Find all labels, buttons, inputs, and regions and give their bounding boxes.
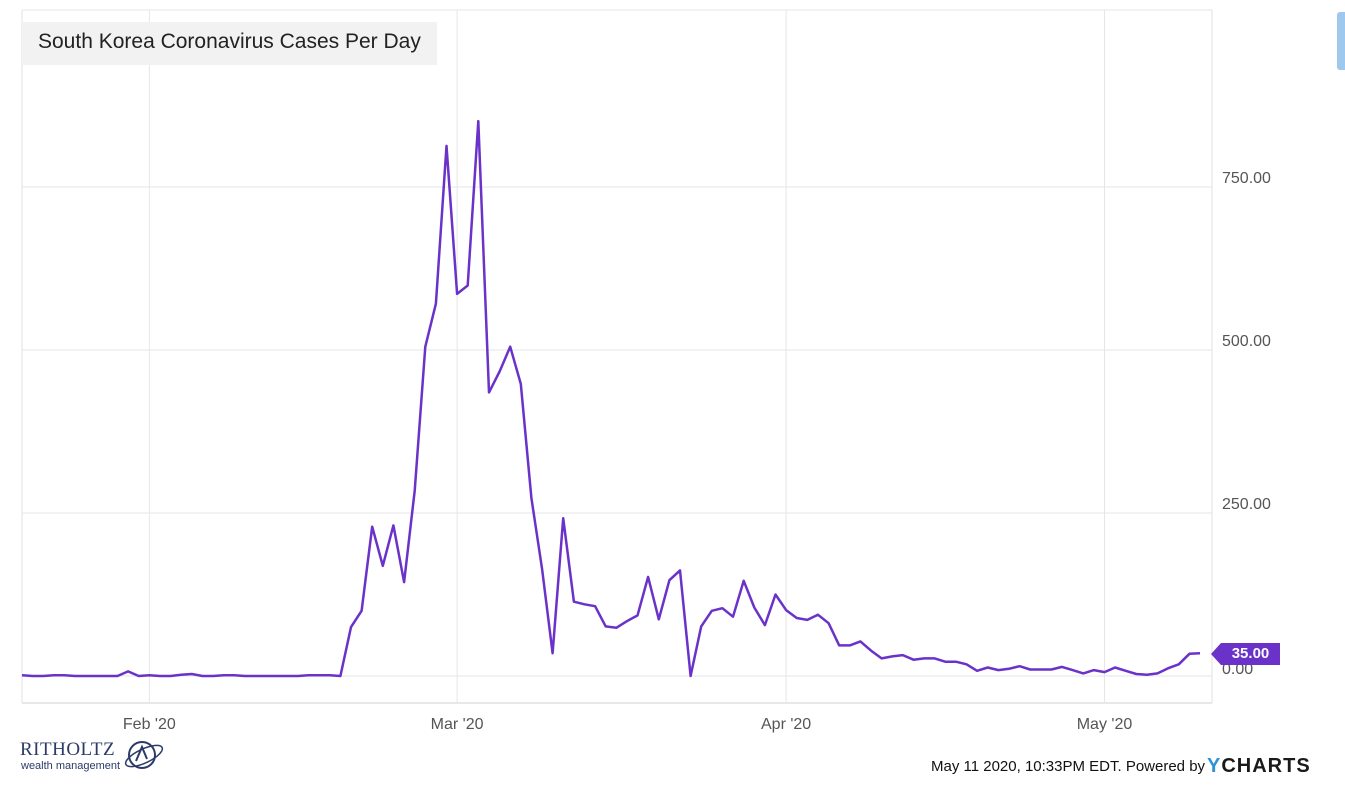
brand-subtitle: wealth management	[21, 760, 121, 772]
last-value-pointer	[1211, 643, 1221, 665]
ritholtz-logo: RITHOLTZ wealth management	[20, 737, 170, 777]
ritholtz-emblem-icon	[124, 741, 164, 769]
y-tick-label: 250.00	[1222, 496, 1271, 513]
series-line-cases	[21, 119, 1201, 678]
y-tick-label: 750.00	[1222, 170, 1271, 187]
last-value-badge: 35.00	[1221, 643, 1280, 665]
y-axis-ticks: 0.00 250.00 500.00 750.00	[1222, 170, 1271, 678]
y-tick-label: 0.00	[1222, 661, 1253, 678]
y-tick-label: 500.00	[1222, 333, 1271, 350]
chart-title-box	[22, 22, 437, 65]
grid-layer	[22, 10, 1212, 703]
scroll-tab[interactable]	[1337, 12, 1345, 70]
x-tick-label: Mar '20	[431, 716, 484, 733]
ycharts-logo-text: CHARTS	[1221, 755, 1311, 777]
chart-title: South Korea Coronavirus Cases Per Day	[38, 30, 421, 53]
x-tick-label: Apr '20	[761, 716, 811, 733]
x-axis-ticks: Feb '20 Mar '20 Apr '20 May '20	[123, 716, 1132, 733]
x-tick-label: Feb '20	[123, 716, 176, 733]
ycharts-logo-y: Y	[1207, 755, 1222, 777]
x-tick-label: May '20	[1077, 716, 1133, 733]
brand-name: RITHOLTZ	[20, 739, 116, 760]
footer-timestamp: May 11 2020, 10:33PM EDT. Powered by	[931, 758, 1206, 775]
ycharts-logo[interactable]: YCHARTS	[1207, 755, 1311, 778]
